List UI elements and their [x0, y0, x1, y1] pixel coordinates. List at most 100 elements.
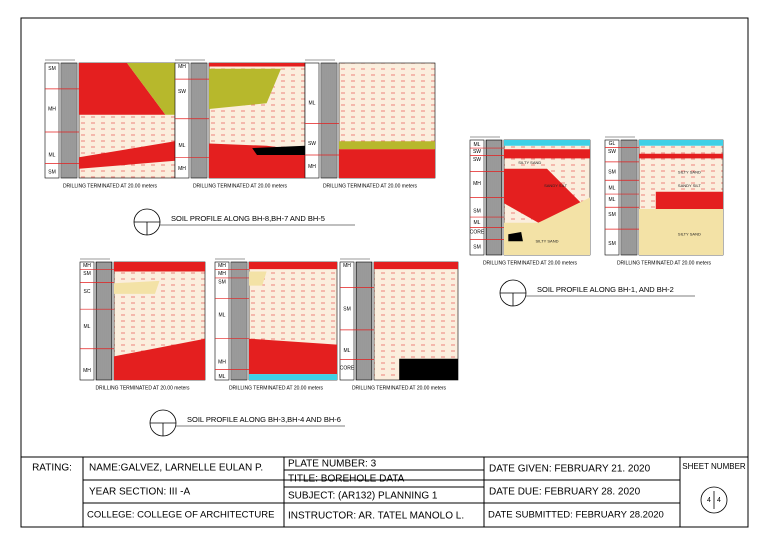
- layer-label: MH: [218, 360, 226, 366]
- log-column: [214, 261, 230, 381]
- soil-layer: [639, 140, 723, 146]
- soil-layer: [504, 140, 590, 146]
- soil-layer: [504, 149, 590, 159]
- spt-column: [230, 261, 248, 381]
- sheet: 4: [707, 497, 711, 504]
- caption: DRILLING TERMINATED AT 20.00 meters: [483, 260, 578, 266]
- layer-label: SM: [48, 66, 56, 72]
- layer-note: SANDY SILT: [544, 183, 568, 188]
- soil-layer: [374, 262, 458, 270]
- layer-note: SILTY SAND: [678, 231, 701, 236]
- college: COLLEGE: COLLEGE OF ARCHITECTURE: [87, 510, 274, 521]
- layer-label: SM: [218, 279, 226, 285]
- year-section: YEAR SECTION: III -A: [89, 487, 190, 498]
- title-block: RATING: NAME:GALVEZ, LARNELLE EULAN P. Y…: [21, 456, 748, 527]
- layer-label: MH: [473, 181, 481, 187]
- layer-label: ML: [609, 197, 616, 203]
- soil-layer: [209, 63, 305, 67]
- name: NAME:GALVEZ, LARNELLE EULAN P.: [89, 463, 263, 474]
- soil-layer: [399, 358, 458, 380]
- log-column: [339, 261, 355, 381]
- caption: DRILLING TERMINATED AT 20.00 meters: [617, 260, 712, 266]
- soil-layer: [504, 197, 590, 255]
- soil-layer: [249, 271, 267, 286]
- layer-label: ML: [219, 312, 226, 318]
- layer-note: SANDY SILT: [678, 183, 702, 188]
- layer-label: SM: [48, 170, 56, 176]
- layer-note: SILTY SAND: [518, 160, 541, 165]
- sheet-number-label: SHEET NUMBER: [682, 462, 746, 471]
- caption: DRILLING TERMINATED AT 20.00 meters: [229, 385, 324, 391]
- layer-label: GL: [609, 141, 616, 147]
- layer-label: SW: [308, 141, 316, 147]
- soil-layer: [249, 262, 337, 270]
- section-title: SOIL PROFILE ALONG BH-1, AND BH-2: [537, 285, 674, 294]
- soil-layer: [79, 63, 166, 115]
- spt-column: [60, 62, 78, 179]
- log-column: [44, 62, 60, 179]
- layer-label: SM: [608, 212, 616, 218]
- layer-label: SM: [343, 307, 351, 313]
- section-title: SOIL PROFILE ALONG BH-8,BH-7 AND BH-5: [171, 214, 325, 223]
- caption: DRILLING TERMINATED AT 20.00 meters: [323, 183, 418, 189]
- spt-column: [355, 261, 373, 381]
- layer-label: CORE: [470, 229, 485, 235]
- soil-layer: [252, 145, 305, 155]
- layer-label: SW: [608, 149, 616, 155]
- soil-layer: [114, 262, 205, 272]
- section-title: SOIL PROFILE ALONG BH-3,BH-4 AND BH-6: [187, 415, 341, 424]
- instructor: INSTRUCTOR: AR. TATEL MANOLO L.: [288, 511, 464, 522]
- layer-label: CORE: [340, 366, 355, 372]
- caption: DRILLING TERMINATED AT 20.00 meters: [95, 385, 190, 391]
- layer-label: MH: [83, 368, 91, 374]
- layer-label: SM: [608, 241, 616, 247]
- layer-note: SILTY SAND: [536, 238, 559, 243]
- layer-label: SM: [83, 271, 91, 277]
- soil-layer: [114, 280, 160, 294]
- soil-layer: [639, 209, 723, 255]
- date-given: DATE GIVEN: FEBRUARY 21. 2020: [489, 464, 651, 475]
- caption: DRILLING TERMINATED AT 20.00 meters: [352, 385, 447, 391]
- date-submitted: DATE SUBMITTED: FEBRUARY 28.2020: [488, 510, 664, 521]
- layer-label: ML: [179, 143, 186, 149]
- layer-label: SW: [473, 149, 481, 155]
- layer-label: ML: [49, 152, 56, 158]
- title: TITLE: BOREHOLE DATA: [288, 474, 405, 485]
- layer-label: ML: [474, 220, 481, 226]
- layer-label: MH: [218, 271, 226, 277]
- soil-layer: [249, 338, 337, 375]
- layer-label: ML: [344, 348, 351, 354]
- layer-label: SM: [473, 209, 481, 215]
- layer-label: MH: [308, 164, 316, 170]
- caption: DRILLING TERMINATED AT 20.00 meters: [193, 183, 288, 189]
- soil-layer: [655, 191, 723, 209]
- layer-label: ML: [609, 186, 616, 192]
- layer-label: MH: [48, 106, 56, 112]
- layer-label: MH: [178, 64, 186, 70]
- soil-layer: [114, 338, 205, 380]
- soil-layer: [339, 141, 435, 150]
- soil-layer: [249, 374, 337, 380]
- layer-label: ML: [474, 142, 481, 148]
- spt-column: [190, 62, 208, 179]
- layer-label: SW: [178, 89, 186, 95]
- spt-column: [95, 261, 113, 381]
- layer-label: MH: [343, 263, 351, 269]
- spt-column: [320, 62, 338, 179]
- soil-layer: [209, 68, 281, 109]
- layer-label: SM: [608, 170, 616, 176]
- layer-label: SW: [473, 157, 481, 163]
- layer-label: MH: [178, 166, 186, 172]
- log-column: [174, 62, 190, 179]
- layer-label: SC: [84, 289, 91, 295]
- total-sheets: 4: [717, 497, 721, 504]
- layer-label: ML: [84, 324, 91, 330]
- layer-label: MH: [83, 263, 91, 269]
- caption: DRILLING TERMINATED AT 20.00 meters: [63, 183, 158, 189]
- sheet-border: [20, 17, 749, 528]
- layer-label: MH: [218, 263, 226, 269]
- subject: SUBJECT: (AR132) PLANNING 1: [288, 491, 438, 502]
- soil-layer: [339, 149, 435, 178]
- soil-layer: [508, 232, 523, 242]
